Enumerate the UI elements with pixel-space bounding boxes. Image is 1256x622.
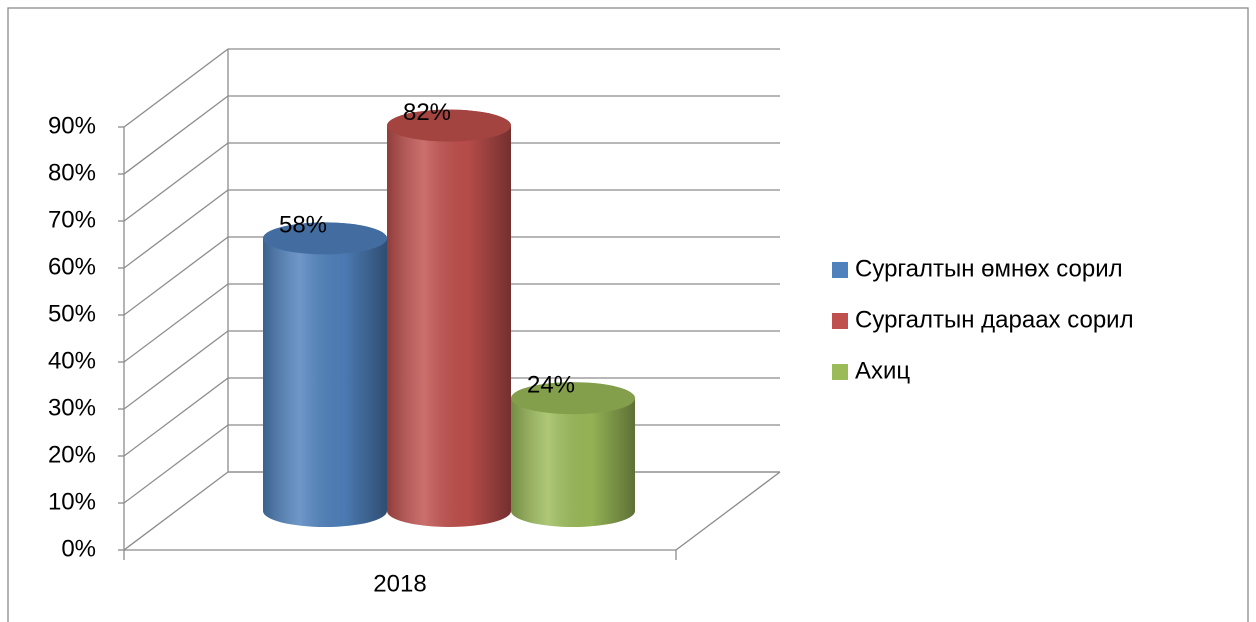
grid-line <box>123 142 229 222</box>
grid-line <box>123 377 229 457</box>
bar-shade <box>511 382 635 527</box>
y-tick-label: 10% <box>48 488 96 515</box>
data-label: 58% <box>279 212 327 239</box>
grid-line <box>123 330 229 410</box>
legend-label: Сургалтын дараах сорил <box>855 306 1134 333</box>
bar-shade <box>387 109 511 527</box>
y-tick-label: 80% <box>48 159 96 186</box>
y-tick-label: 50% <box>48 300 96 327</box>
data-label: 82% <box>403 99 451 126</box>
cylinder <box>387 109 511 527</box>
y-tick-label: 0% <box>61 535 96 562</box>
grid-line <box>123 95 229 175</box>
grid-line <box>123 471 229 551</box>
bar-top <box>263 222 387 255</box>
floor-right <box>675 471 781 551</box>
y-tick-label: 70% <box>48 206 96 233</box>
grid-line <box>123 236 229 316</box>
cylinder <box>263 222 387 527</box>
bar-top <box>511 382 635 415</box>
cylinder <box>511 382 635 527</box>
y-tick-label: 90% <box>48 112 96 139</box>
bar-shade <box>263 222 387 527</box>
legend-label: Ахиц <box>855 357 910 384</box>
data-label: 24% <box>527 372 575 399</box>
grid-line <box>123 424 229 504</box>
legend-label: Сургалтын өмнөх сорил <box>855 255 1123 282</box>
grid-line <box>123 189 229 269</box>
legend-swatch <box>832 262 848 278</box>
bar-top-shade <box>387 109 511 142</box>
bar-top-shade <box>511 382 635 415</box>
x-tick-label: 2018 <box>373 570 426 597</box>
legend-swatch <box>832 313 848 329</box>
grid-line <box>123 283 229 363</box>
y-tick-label: 20% <box>48 441 96 468</box>
grid-line <box>123 48 229 128</box>
y-tick-label: 60% <box>48 253 96 280</box>
legend-swatch <box>832 364 848 380</box>
y-tick-label: 30% <box>48 394 96 421</box>
bar-top <box>387 109 511 142</box>
y-tick-label: 40% <box>48 347 96 374</box>
bar-top-shade <box>263 222 387 255</box>
chart-frame <box>7 7 1249 622</box>
